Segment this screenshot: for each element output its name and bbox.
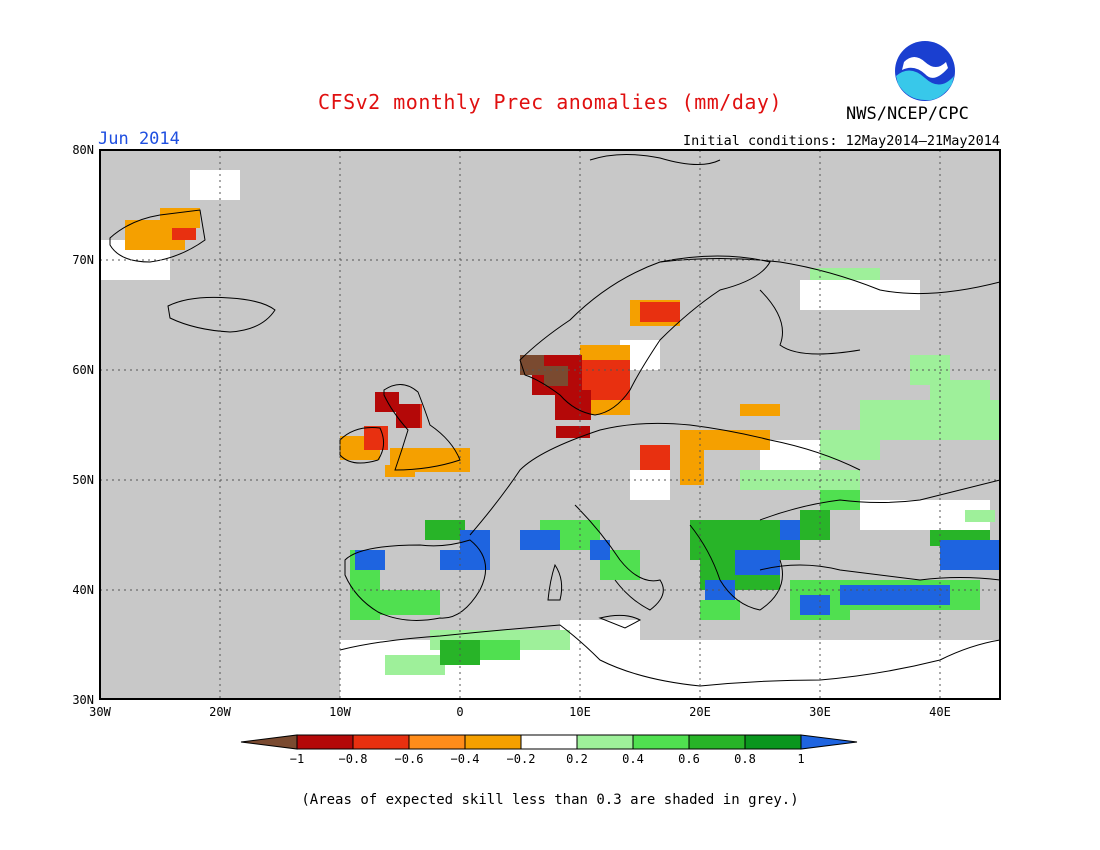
map-title: CFSv2 monthly Prec anomalies (mm/day) [317, 90, 783, 114]
legend-swatch [408, 734, 466, 750]
legend-tick-label: 1 [797, 752, 804, 766]
legend-swatch [352, 734, 410, 750]
noaa-logo [894, 40, 956, 102]
lat-label: 80N [72, 143, 94, 157]
skill-footnote: (Areas of expected skill less than 0.3 a… [301, 792, 799, 808]
legend-tick-label: −0.4 [451, 752, 480, 766]
lon-label: 20E [689, 705, 711, 719]
legend-swatch [576, 734, 634, 750]
legend-tick-label: −0.8 [339, 752, 368, 766]
legend-swatch [464, 734, 522, 750]
legend-tick-label: 0.2 [566, 752, 588, 766]
lon-label: 10W [329, 705, 351, 719]
map-frame [99, 149, 1001, 700]
legend-tick-label: 0.4 [622, 752, 644, 766]
lon-label: 30W [89, 705, 111, 719]
legend-tick-label: 0.8 [734, 752, 756, 766]
agency-label: NWS/NCEP/CPC [846, 104, 969, 124]
anomaly-cells [100, 170, 1000, 699]
legend-tick-label: −1 [290, 752, 304, 766]
legend-swatch [240, 734, 298, 750]
legend-tick-label: 0.6 [678, 752, 700, 766]
precip-anomaly-map: 80N 70N 60N 50N 40N 30N 30W 20W 10W 0 10… [72, 143, 1001, 766]
lat-label: 60N [72, 363, 94, 377]
legend-swatch [520, 734, 578, 750]
lon-label: 0 [456, 705, 463, 719]
lat-label: 30N [72, 693, 94, 707]
lat-label: 40N [72, 583, 94, 597]
legend-swatch [296, 734, 354, 750]
initial-conditions: Initial conditions: 12May2014–21May2014 [683, 133, 1000, 149]
legend-swatch [800, 734, 858, 750]
legend-swatch [744, 734, 802, 750]
lon-label: 30E [809, 705, 831, 719]
forecast-month: Jun 2014 [98, 129, 180, 149]
lat-label: 50N [72, 473, 94, 487]
lat-label: 70N [72, 253, 94, 267]
legend-swatch [632, 734, 690, 750]
color-legend [240, 734, 858, 750]
lon-label: 40E [929, 705, 951, 719]
legend-tick-label: −0.6 [395, 752, 424, 766]
lon-label: 10E [569, 705, 591, 719]
lon-label: 20W [209, 705, 231, 719]
legend-swatch [688, 734, 746, 750]
legend-tick-label: −0.2 [507, 752, 536, 766]
